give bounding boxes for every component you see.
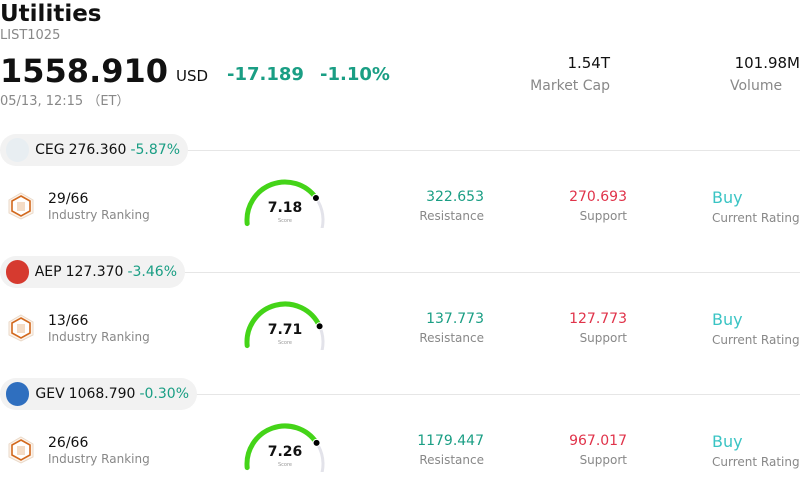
stock-ticker: AEP	[34, 264, 62, 280]
market-cap-label: Market Cap	[530, 78, 610, 94]
score-value: 7.26	[267, 444, 303, 460]
score-gauge-marker	[312, 438, 321, 447]
stock-change-percent: -0.30%	[139, 386, 189, 402]
rating-value[interactable]: Buy	[712, 188, 743, 207]
support-label: Support	[579, 209, 627, 223]
rating-value[interactable]: Buy	[712, 310, 743, 329]
score-label: Score	[277, 340, 292, 346]
ranking-badge-icon	[8, 314, 34, 342]
industry-rank: 26/66	[48, 435, 89, 451]
score-label: Score	[277, 462, 292, 468]
resistance-value: 137.773	[426, 311, 484, 327]
volume-label: Volume	[730, 78, 783, 94]
stock-chip-gev[interactable]: GEV 1068.790 -0.30%	[0, 378, 197, 410]
support-label: Support	[579, 453, 627, 467]
score-gauge-fill	[244, 423, 320, 471]
section-divider	[0, 394, 800, 395]
support-value: 270.693	[569, 189, 627, 205]
rating-label: Current Rating	[712, 211, 800, 225]
company-logo-icon	[6, 138, 30, 162]
resistance-value: 322.653	[426, 189, 484, 205]
score-label: Score	[277, 218, 292, 224]
industry-rank: 13/66	[48, 313, 89, 329]
stock-price: 127.370	[65, 264, 124, 280]
score-gauge-marker	[315, 322, 324, 331]
score-gauge	[244, 423, 325, 472]
stock-change-percent: -5.87%	[130, 142, 180, 158]
support-label: Support	[579, 331, 627, 345]
score-gauge	[244, 301, 325, 350]
support-value: 127.773	[569, 311, 627, 327]
index-price: 1558.910	[0, 52, 169, 90]
volume-value: 101.98M	[734, 54, 800, 72]
ranking-badge-icon	[8, 436, 34, 464]
timestamp: 05/13, 12:15 （ET）	[0, 94, 130, 109]
industry-rank-label: Industry Ranking	[48, 208, 150, 222]
stock-chip-ceg[interactable]: CEG 276.360 -5.87%	[0, 134, 188, 166]
score-gauge-fill	[244, 301, 323, 349]
currency-label: USD	[176, 67, 209, 85]
score-gauge	[244, 179, 325, 228]
score-value: 7.71	[267, 322, 303, 338]
page-title: Utilities	[0, 1, 102, 27]
rating-label: Current Rating	[712, 455, 800, 469]
stock-change-percent: -3.46%	[127, 264, 177, 280]
resistance-label: Resistance	[419, 331, 484, 345]
rating-value[interactable]: Buy	[712, 432, 743, 451]
industry-rank-label: Industry Ranking	[48, 452, 150, 466]
industry-rank-label: Industry Ranking	[48, 330, 150, 344]
company-logo-icon	[6, 260, 29, 284]
stock-price: 1068.790	[68, 386, 136, 402]
score-gauge-fill	[244, 179, 319, 227]
stock-ticker: GEV	[35, 386, 65, 402]
score-gauge-marker	[311, 193, 320, 202]
stock-price: 276.360	[68, 142, 127, 158]
company-logo-icon	[6, 382, 30, 406]
resistance-label: Resistance	[419, 209, 484, 223]
rating-label: Current Rating	[712, 333, 800, 347]
list-code: LIST1025	[0, 28, 61, 43]
price-change-percent: -1.10%	[320, 64, 390, 85]
stock-chip-aep[interactable]: AEP 127.370 -3.46%	[0, 256, 185, 288]
score-value: 7.18	[267, 200, 303, 216]
section-divider	[0, 272, 800, 273]
market-cap-value: 1.54T	[567, 54, 610, 72]
section-divider	[0, 150, 800, 151]
support-value: 967.017	[569, 433, 627, 449]
resistance-label: Resistance	[419, 453, 484, 467]
stock-ticker: CEG	[35, 142, 65, 158]
industry-rank: 29/66	[48, 191, 89, 207]
price-change: -17.189	[227, 64, 304, 85]
ranking-badge-icon	[8, 192, 34, 220]
resistance-value: 1179.447	[417, 433, 484, 449]
